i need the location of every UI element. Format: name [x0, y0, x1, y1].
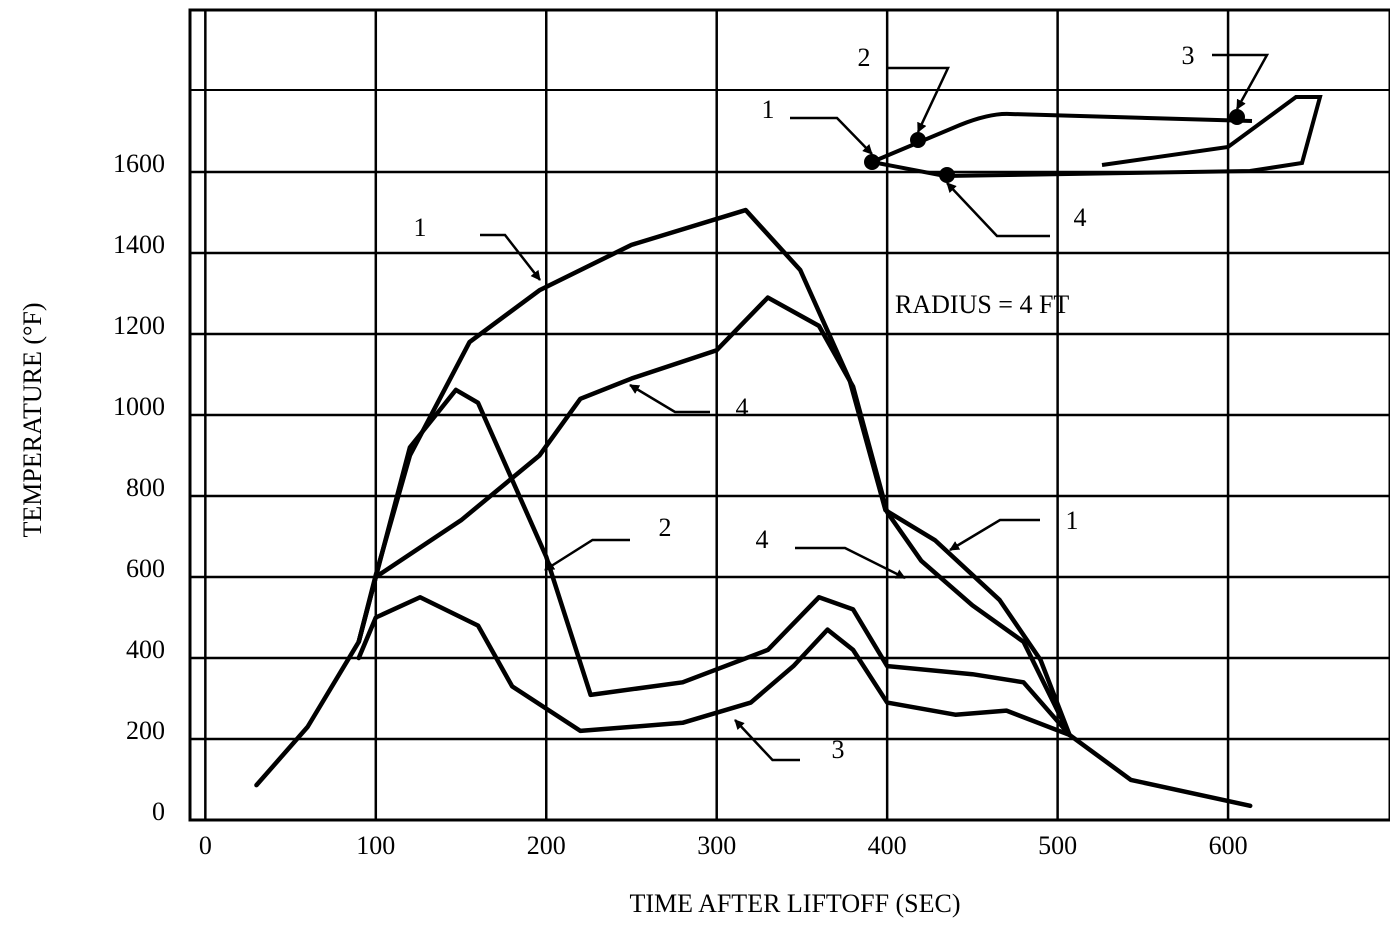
- aircraft-inset: [871, 95, 1323, 179]
- inset-arrow: [888, 66, 950, 133]
- inset-arrow: [1212, 53, 1270, 110]
- y-tick-label: 1200: [113, 311, 165, 340]
- x-tick-label: 100: [356, 831, 395, 860]
- y-axis-title: TEMPERATURE (°F): [18, 302, 47, 537]
- y-tick-label: 1000: [113, 392, 165, 421]
- x-axis-title: TIME AFTER LIFTOFF (SEC): [629, 889, 960, 918]
- y-tick-label: 0: [152, 797, 165, 826]
- inset-arrow: [946, 182, 1050, 238]
- x-tick-label: 400: [868, 831, 907, 860]
- curve-label: 1: [414, 213, 427, 242]
- y-tick-label: 1400: [113, 230, 165, 259]
- curve: [356, 295, 1072, 738]
- y-tick-label: 400: [126, 635, 165, 664]
- x-tick-label: 200: [527, 831, 566, 860]
- curve: [356, 595, 1072, 738]
- inset-points: [864, 109, 1245, 183]
- curve-label: 4: [736, 393, 749, 422]
- inset-arrow: [790, 116, 873, 155]
- y-tick-label: 600: [126, 554, 165, 583]
- leader-arrow: [734, 719, 800, 762]
- inset-label: 1: [762, 95, 775, 124]
- x-tick-label: 300: [697, 831, 736, 860]
- curve-label: 3: [832, 735, 845, 764]
- curve: [356, 387, 1072, 738]
- leader-arrow: [629, 383, 710, 414]
- curve-label: 2: [659, 513, 672, 542]
- y-tick-label: 1600: [113, 149, 165, 178]
- x-tick-label: 600: [1209, 831, 1248, 860]
- inset-label: 4: [1074, 203, 1087, 232]
- inset-label: 2: [858, 43, 871, 72]
- x-tick-label: 0: [199, 831, 212, 860]
- annotation: RADIUS = 4 FT: [895, 290, 1069, 319]
- leader-arrow: [949, 518, 1040, 552]
- leader-arrow: [544, 538, 630, 572]
- y-tick-label: 800: [126, 473, 165, 502]
- leader-arrow: [480, 233, 541, 281]
- y-tick-label: 200: [126, 716, 165, 745]
- curve-label: 1: [1066, 506, 1079, 535]
- inset-label: 3: [1182, 41, 1195, 70]
- curve-label: 4: [756, 525, 769, 554]
- curve: [254, 207, 1253, 809]
- leader-arrow: [795, 546, 906, 580]
- x-tick-label: 500: [1038, 831, 1077, 860]
